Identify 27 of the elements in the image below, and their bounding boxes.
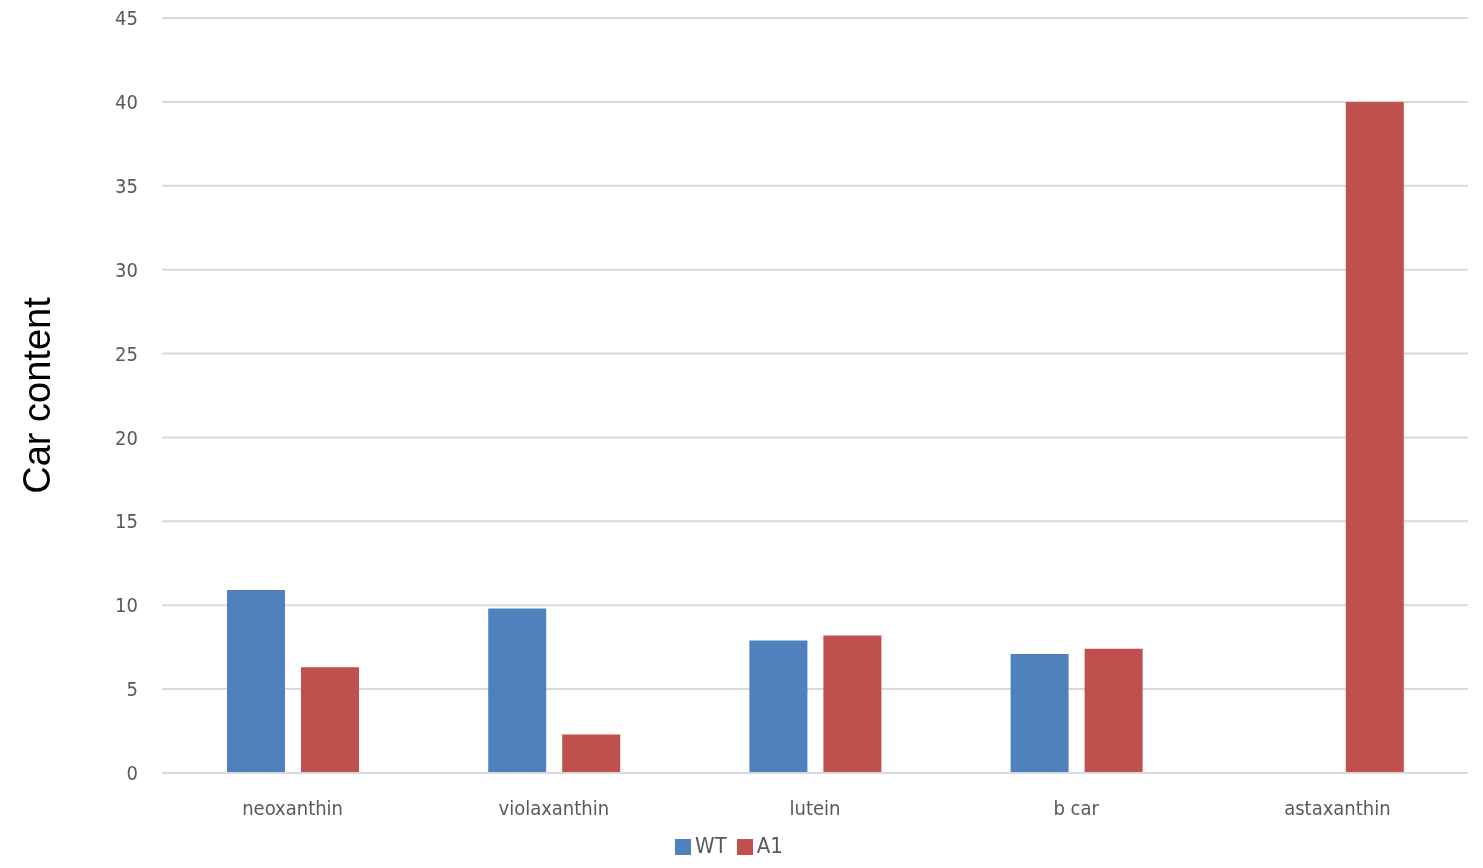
y-tick-label: 25 xyxy=(115,341,138,366)
y-tick-label: 10 xyxy=(115,593,138,618)
bar xyxy=(1345,101,1404,773)
y-tick-label: 5 xyxy=(126,677,138,702)
y-tick-label: 45 xyxy=(115,6,138,31)
y-tick-label: 40 xyxy=(115,89,138,114)
y-tick-label: 15 xyxy=(115,509,138,534)
y-tick-label: 0 xyxy=(126,761,138,786)
x-tick-label: astaxanthin xyxy=(1284,796,1391,821)
y-tick-label: 30 xyxy=(115,257,138,282)
y-tick-label: 35 xyxy=(115,173,138,198)
legend-label: A1 xyxy=(756,833,783,858)
bar xyxy=(1084,648,1143,773)
x-tick-label: lutein xyxy=(789,796,841,821)
bar xyxy=(749,640,808,773)
x-tick-label: neoxanthin xyxy=(242,796,344,821)
x-tick-label: violaxanthin xyxy=(498,796,610,821)
bar xyxy=(823,635,882,773)
bar xyxy=(301,667,359,773)
bar xyxy=(227,590,285,773)
bar xyxy=(1010,653,1069,773)
y-axis-title: Car content xyxy=(16,296,58,494)
bar xyxy=(562,734,621,773)
legend-label: WT xyxy=(695,833,727,858)
bar xyxy=(488,608,547,773)
y-tick-label: 20 xyxy=(115,425,138,450)
x-tick-label: b car xyxy=(1053,796,1100,821)
